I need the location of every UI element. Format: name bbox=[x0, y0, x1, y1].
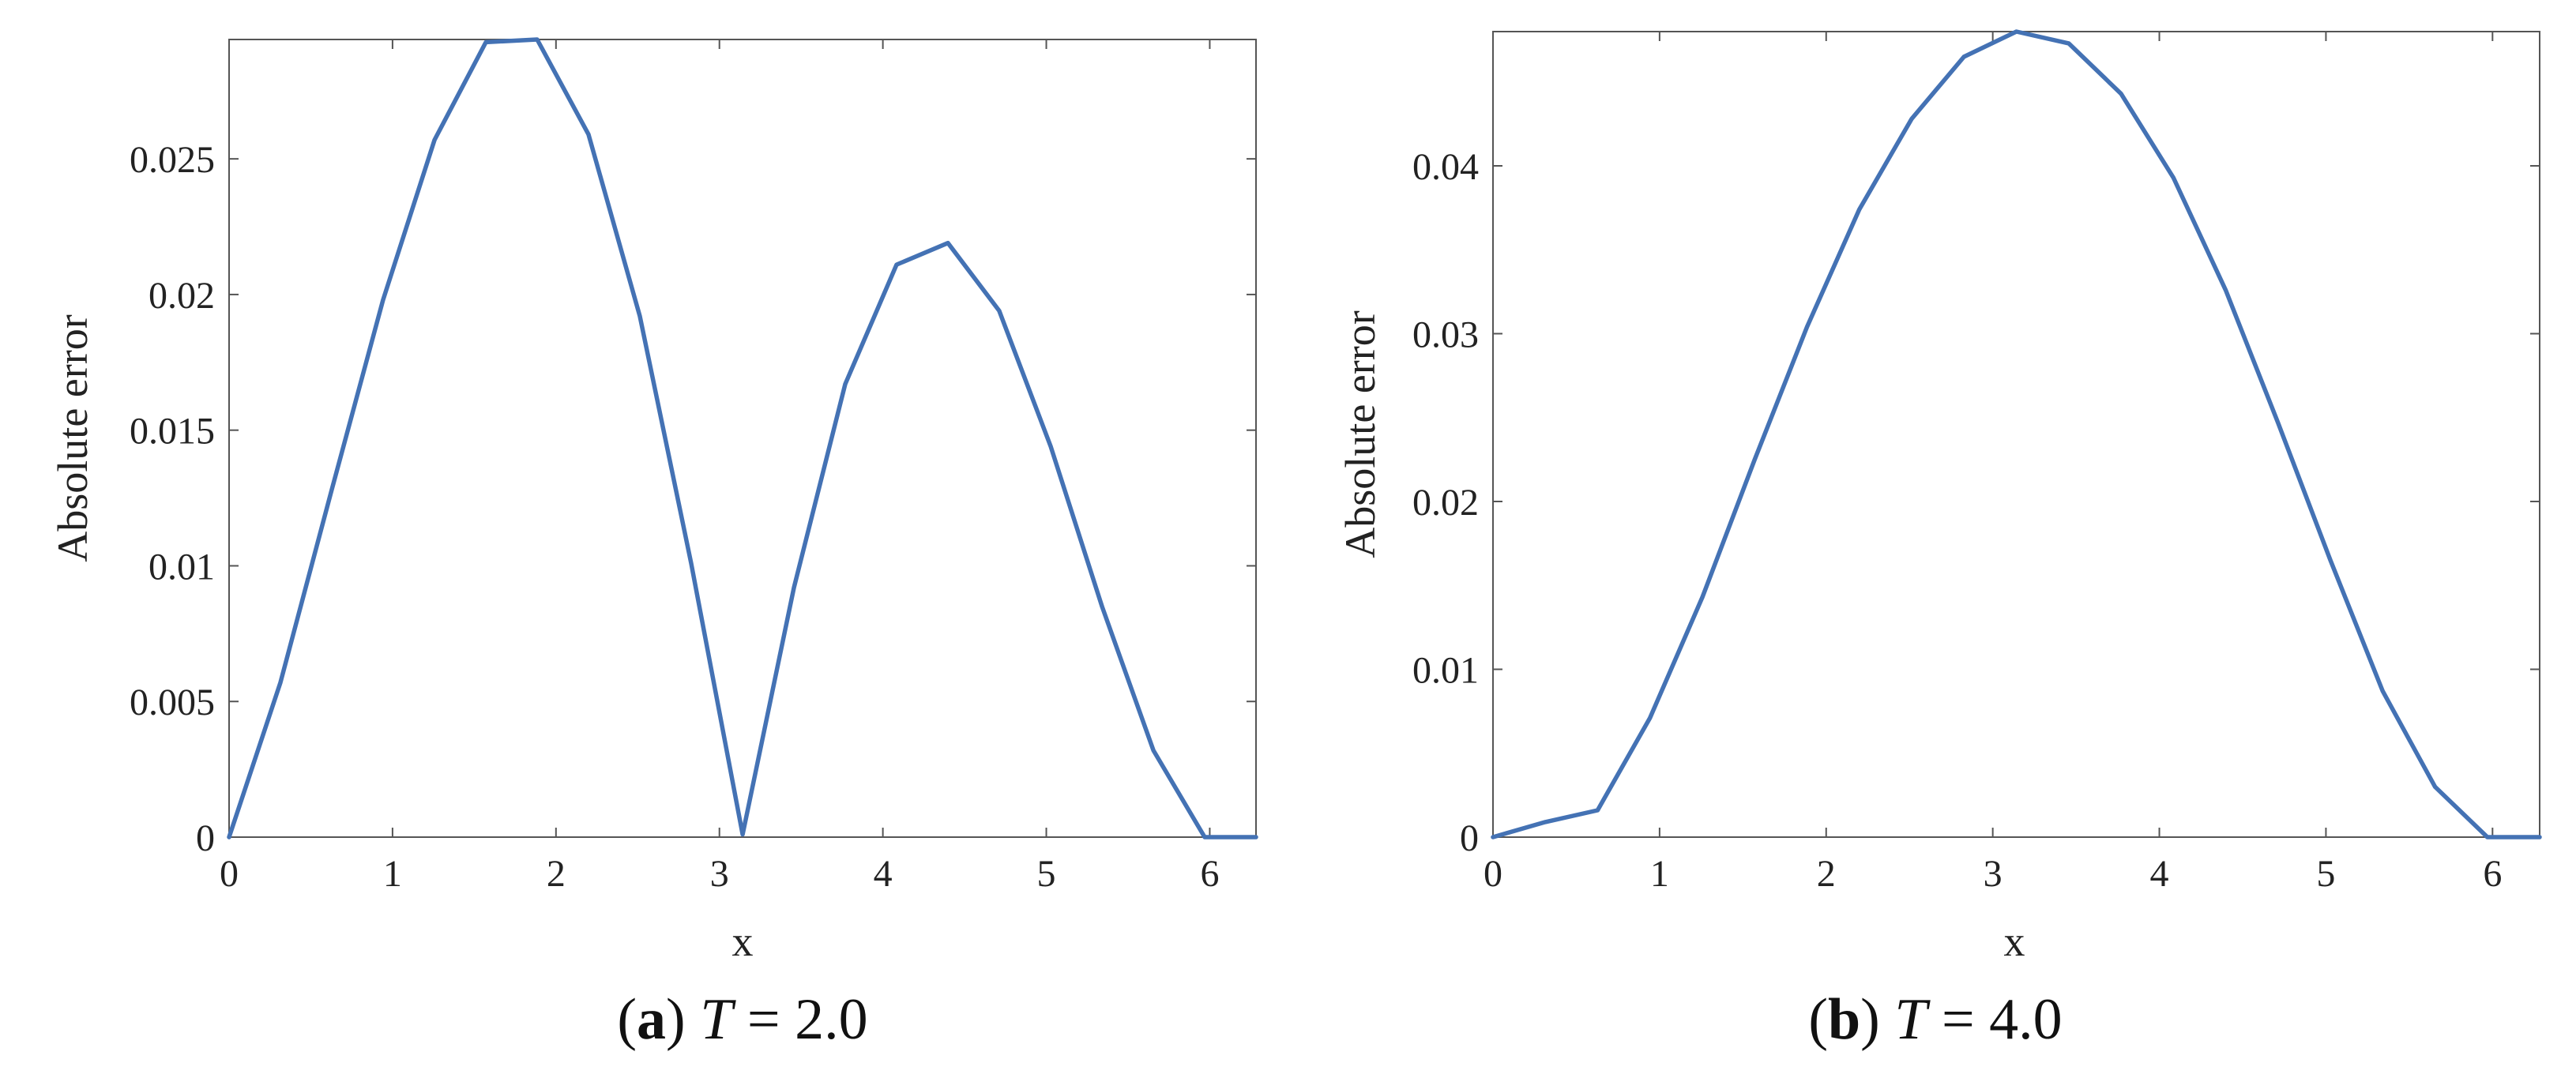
y-tick-label-a-0: 0 bbox=[196, 817, 215, 859]
series-group-a bbox=[227, 37, 1258, 839]
y-axis-label-a: Absolute error bbox=[49, 314, 96, 562]
x-tick-label-a-5: 5 bbox=[1037, 853, 1056, 895]
axis-ticks-a: 0 1 2 3 4 5 6 0 0.005 0.01 0.015 0.02 0.025 bbox=[130, 39, 1256, 895]
x-axis-label-b: x bbox=[2004, 918, 2025, 965]
x-tick-label-b-5: 5 bbox=[2316, 853, 2335, 895]
y-tick-label-a-1: 0.005 bbox=[130, 682, 215, 723]
caption-var-b: T bbox=[1894, 987, 1931, 1052]
y-tick-label-b-0: 0 bbox=[1460, 817, 1479, 859]
x-tick-label-b-2: 2 bbox=[1817, 853, 1836, 895]
series-group-b bbox=[1491, 29, 2542, 839]
series-line-a-0 bbox=[227, 37, 1258, 839]
x-tick-label-a-4: 4 bbox=[874, 853, 893, 895]
caption-var-a: T bbox=[700, 987, 736, 1052]
caption-b: (b) T = 4.0 bbox=[1808, 987, 2062, 1052]
y-tick-label-b-2: 0.02 bbox=[1412, 482, 1479, 524]
caption-value-a: = 2.0 bbox=[732, 987, 867, 1052]
y-tick-label-a-3: 0.015 bbox=[130, 411, 215, 453]
caption-value-b: = 4.0 bbox=[1927, 987, 2062, 1052]
x-tick-label-b-0: 0 bbox=[1484, 853, 1502, 895]
plot-frame-a bbox=[228, 39, 1257, 838]
x-tick-label-a-3: 3 bbox=[710, 853, 729, 895]
y-tick-label-a-5: 0.025 bbox=[130, 139, 215, 181]
y-tick-label-b-4: 0.04 bbox=[1412, 146, 1479, 188]
x-axis-label-a: x bbox=[732, 918, 754, 965]
x-tick-label-a-1: 1 bbox=[383, 853, 402, 895]
axis-ticks-b: 0 1 2 3 4 5 6 0 0.01 0.02 0.03 0.04 bbox=[1412, 32, 2540, 895]
y-tick-label-b-3: 0.03 bbox=[1412, 314, 1479, 356]
caption-a: (a) T = 2.0 bbox=[617, 987, 867, 1052]
y-tick-label-a-4: 0.02 bbox=[149, 275, 215, 317]
y-tick-label-b-1: 0.01 bbox=[1412, 650, 1479, 692]
chart-panel-a: 0 1 2 3 4 5 6 0 0.005 0.01 0.015 0.02 0.025 x Absolu… bbox=[49, 37, 1258, 1052]
x-tick-label-a-0: 0 bbox=[220, 853, 239, 895]
x-tick-label-b-1: 1 bbox=[1650, 853, 1669, 895]
y-axis-label-b: Absolute error bbox=[1337, 310, 1384, 558]
chart-panel-b: 0 1 2 3 4 5 6 0 0.01 0.02 0.03 0.04 x Absolute erro… bbox=[1337, 29, 2542, 1052]
caption-letter-a: a bbox=[637, 987, 666, 1052]
series-line-b-0 bbox=[1491, 29, 2542, 839]
x-tick-label-b-6: 6 bbox=[2483, 853, 2502, 895]
x-tick-label-b-3: 3 bbox=[1984, 853, 2003, 895]
x-tick-label-a-2: 2 bbox=[547, 853, 566, 895]
x-tick-label-a-6: 6 bbox=[1200, 853, 1219, 895]
caption-letter-b: b bbox=[1828, 987, 1860, 1052]
y-tick-label-a-2: 0.01 bbox=[149, 546, 215, 588]
x-tick-label-b-4: 4 bbox=[2150, 853, 2169, 895]
